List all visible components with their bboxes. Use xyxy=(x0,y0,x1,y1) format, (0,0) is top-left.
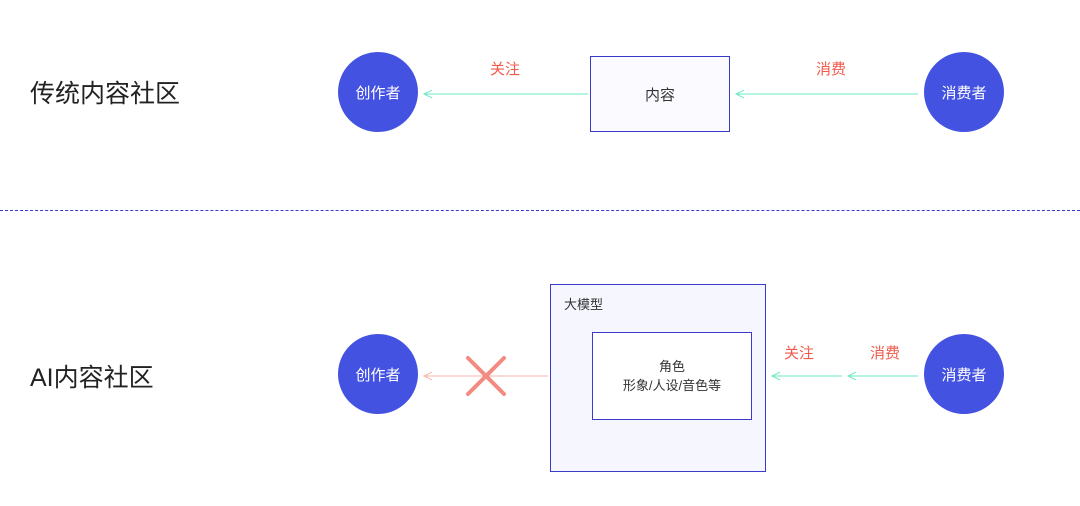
creator-node: 创作者 xyxy=(338,52,418,132)
bigmodel-label: 大模型 xyxy=(564,294,603,313)
diagram-stage: 传统内容社区 创作者 内容 消费者 关注 消费 AI内容社区 创作者 大模型 角… xyxy=(0,0,1080,506)
consumer-node: 消费者 xyxy=(924,52,1004,132)
creator-label: 创作者 xyxy=(355,82,400,103)
consume-label: 消费 xyxy=(870,342,900,363)
follow-label: 关注 xyxy=(784,342,814,363)
consumer-node: 消费者 xyxy=(924,334,1004,414)
consume-label: 消费 xyxy=(816,58,846,79)
section-divider xyxy=(0,210,1080,211)
role-label: 角色 形象/人设/音色等 xyxy=(623,357,721,396)
follow-label: 关注 xyxy=(490,58,520,79)
creator-node: 创作者 xyxy=(338,334,418,414)
creator-label: 创作者 xyxy=(355,364,400,385)
row2-title: AI内容社区 xyxy=(30,358,154,394)
row1-title: 传统内容社区 xyxy=(30,74,180,110)
consumer-label: 消费者 xyxy=(941,82,986,103)
content-label: 内容 xyxy=(645,84,675,105)
content-node: 内容 xyxy=(590,56,730,132)
role-node: 角色 形象/人设/音色等 xyxy=(592,332,752,420)
consumer-label: 消费者 xyxy=(941,364,986,385)
